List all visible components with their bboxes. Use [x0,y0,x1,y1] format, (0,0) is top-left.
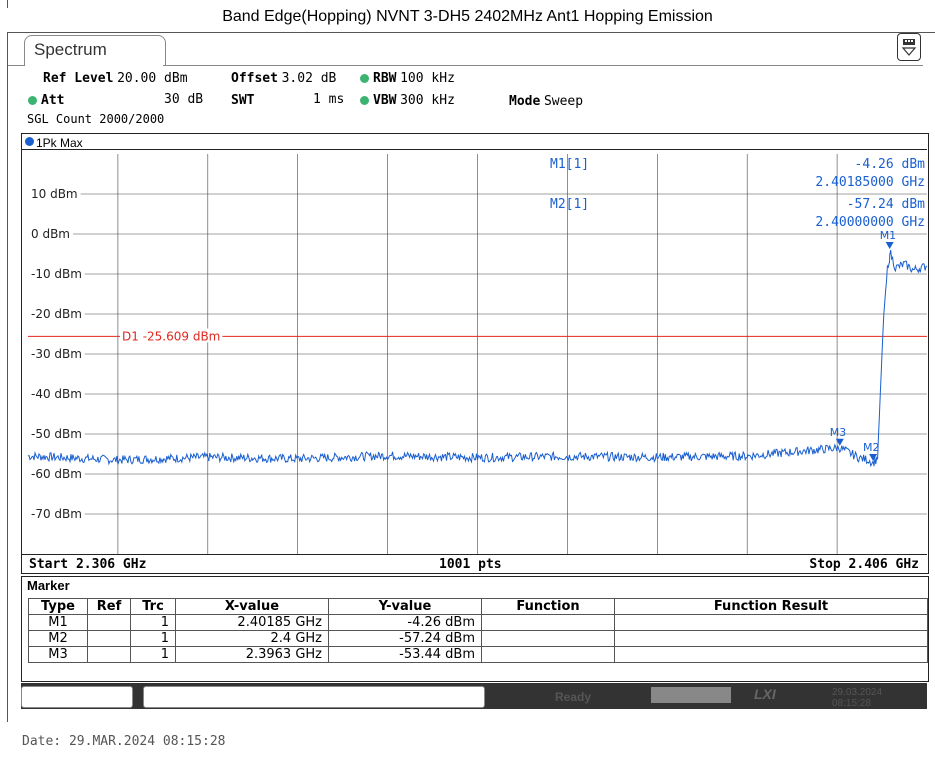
marker-table-header: Type Ref Trc X-value Y-value Function Function… [28,598,928,615]
trace-indicator-icon [25,137,34,146]
vbw-indicator-icon [360,96,369,106]
rbw-value: 100 kHz [400,71,455,86]
tab-spectrum[interactable] [24,35,166,66]
marker-cell: 2.40185 GHz [175,614,329,631]
status-field-1[interactable] [21,686,133,708]
marker-table-row: M1 1 2.40185 GHz -4.26 dBm [28,614,928,631]
tab-baseline [163,65,923,66]
frame-border-top [7,32,935,33]
marker-cell: -53.44 dBm [328,646,482,663]
plot-area [21,133,929,574]
marker-cell: -57.24 dBm [328,630,482,647]
vbw-setting: VBW 300 kHz [360,92,455,108]
lxi-logo-icon: LXI [754,686,776,702]
att-label: Att [41,93,65,108]
marker-table-row: M2 1 2.4 GHz -57.24 dBm [28,630,928,647]
offset-setting: Offset 3.02 dB [231,70,336,86]
marker-cell [481,630,615,647]
marker-col-ref: Ref [87,598,131,615]
ref-level-value: 20.00 dBm [117,71,188,86]
status-bar [21,683,927,709]
status-field-2[interactable] [143,686,485,708]
display-config-icon-glyph [901,39,917,56]
vbw-value: 300 kHz [400,93,455,108]
rbw-label: RBW [373,71,397,86]
swt-value: 1 ms [313,92,345,107]
marker-cell [614,630,928,647]
page-title: Band Edge(Hopping) NVNT 3-DH5 2402MHz An… [222,8,713,25]
marker-cell: 1 [130,646,176,663]
frame-corner-line [7,0,8,8]
marker-cell [614,646,928,663]
marker-cell [87,646,131,663]
sweep-points: 1001 pts [439,557,502,572]
progress-meter [651,687,731,703]
swt-label: SWT [231,93,255,108]
marker-col-type: Type [28,598,88,615]
mode-value: Sweep [543,94,584,109]
rbw-indicator-icon [360,74,369,84]
att-indicator-icon [28,96,37,106]
marker-col-function-result: Function Result [614,598,928,615]
marker-table-title: Marker [27,578,70,593]
display-config-icon[interactable] [897,33,921,61]
offset-value: 3.02 dB [281,71,337,86]
offset-label: Offset [231,71,278,86]
frame-border-left [7,32,8,722]
tab-baseline-left [8,65,25,66]
marker-cell: -4.26 dBm [328,614,482,631]
marker-cell: M1 [28,614,88,631]
marker-col-function: Function [481,598,615,615]
stop-frequency: Stop 2.406 GHz [809,557,919,572]
marker-cell [614,614,928,631]
marker-cell: 2.3963 GHz [175,646,329,663]
marker-table: Type Ref Trc X-value Y-value Function Function… [28,598,928,663]
marker-cell [481,646,615,663]
marker-cell: 1 [130,614,176,631]
marker-cell [87,630,131,647]
status-datetime: 29.03.2024 08:15:28 [832,687,882,709]
rbw-setting: RBW 100 kHz [360,70,455,86]
sweep-footer: Start 2.306 GHz 1001 pts Stop 2.406 GHz [21,554,927,574]
mode-setting: Mode Sweep [509,93,583,109]
att-setting: Att [28,92,64,108]
ready-status: Ready [555,690,592,704]
ref-level-label: Ref Level [43,71,114,86]
marker-cell: 2.4 GHz [175,630,329,647]
swt-label-wrap: SWT [231,92,254,108]
sgl-count: SGL Count 2000/2000 [27,112,165,126]
marker-col-trc: Trc [130,598,176,615]
marker-cell [87,614,131,631]
tab-spectrum-label: Spectrum [34,40,107,59]
status-time-text: 08:15:28 [832,698,871,709]
marker-cell: M3 [28,646,88,663]
capture-date: Date: 29.MAR.2024 08:15:28 [22,734,226,749]
status-date-text: 29.03.2024 [832,687,883,698]
marker-cell [481,614,615,631]
start-frequency: Start 2.306 GHz [29,557,147,572]
trace-label-bar: 1Pk Max [22,134,927,150]
trace-label: 1Pk Max [36,136,83,150]
ref-level-setting: Ref Level 20.00 dBm [43,70,188,86]
marker-cell: 1 [130,630,176,647]
att-value: 30 dB [164,92,204,107]
marker-cell: M2 [28,630,88,647]
vbw-label: VBW [373,93,397,108]
marker-col-x-value: X-value [175,598,329,615]
marker-col-y-value: Y-value [328,598,482,615]
marker-table-row: M3 1 2.3963 GHz -53.44 dBm [28,646,928,663]
mode-label: Mode [509,94,541,109]
